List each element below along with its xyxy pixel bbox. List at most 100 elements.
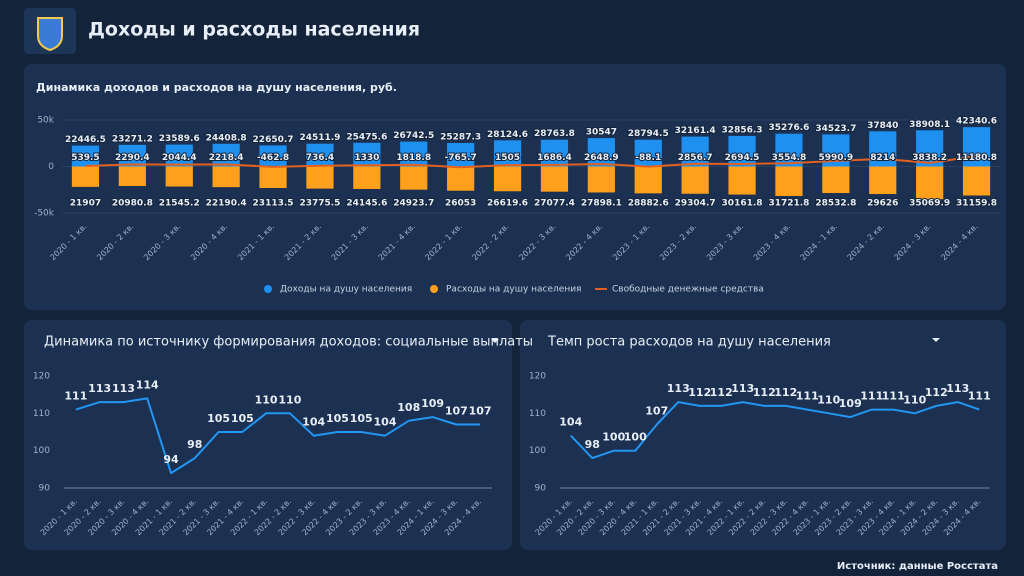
line <box>75 397 481 475</box>
page-title: Доходы и расходы населения <box>88 19 420 41</box>
panel <box>520 320 1006 550</box>
bar <box>634 139 662 167</box>
bar <box>165 144 193 167</box>
data-label: 108 <box>397 401 420 414</box>
data-label: 105 <box>326 412 349 425</box>
bar <box>71 166 100 187</box>
data-label: -462.8 <box>257 153 289 163</box>
data-label: 112 <box>925 386 948 399</box>
data-label: 22446.5 <box>65 135 106 145</box>
legend-swatch <box>430 285 438 293</box>
data-label: 23589.6 <box>159 134 200 144</box>
chart-title: Динамика по источнику формирования доход… <box>44 335 533 350</box>
dropdown[interactable] <box>932 338 940 342</box>
data-label: 28763.8 <box>534 129 575 139</box>
data-label: 38908.1 <box>909 120 950 130</box>
data-label: 29304.7 <box>675 199 716 209</box>
data-label: 26053 <box>445 199 476 209</box>
data-label: 32856.3 <box>722 125 763 135</box>
data-label: 24923.7 <box>393 199 434 209</box>
data-label: 112 <box>774 386 797 399</box>
data-label: 24145.6 <box>346 199 387 209</box>
bar <box>540 166 569 192</box>
data-label: 35276.6 <box>768 123 809 133</box>
bar <box>353 142 381 167</box>
data-label: 28124.6 <box>487 130 528 140</box>
y-tick-label: 110 <box>529 409 546 419</box>
data-label: 110 <box>903 393 926 406</box>
data-label: 111 <box>796 390 819 403</box>
bar <box>681 136 709 167</box>
data-label: 35069.9 <box>909 199 950 209</box>
bar <box>306 166 334 189</box>
legend-label: Свободные денежные средства <box>612 285 764 295</box>
data-label: 34523.7 <box>815 124 856 134</box>
bar <box>118 166 146 187</box>
data-label: 2290.4 <box>115 153 150 163</box>
dropdown[interactable] <box>491 339 499 343</box>
emblem <box>37 17 63 52</box>
y-tick-label: 110 <box>33 409 50 419</box>
data-label: 94 <box>163 453 179 466</box>
data-label: 111 <box>968 390 991 403</box>
bar <box>259 166 287 188</box>
data-label: 1505 <box>495 153 520 163</box>
data-label: 3554.8 <box>772 153 807 163</box>
data-label: 113 <box>946 382 969 395</box>
bar <box>447 166 475 191</box>
data-label: 24408.8 <box>206 133 247 143</box>
data-label: 27077.4 <box>534 199 575 209</box>
bar <box>728 135 756 167</box>
bar <box>540 139 569 167</box>
y-tick-label: 120 <box>33 372 50 382</box>
bar <box>493 140 522 167</box>
data-label: -88.1 <box>635 153 661 163</box>
data-label: 100 <box>624 431 647 444</box>
data-label: 112 <box>753 386 776 399</box>
data-label: 105 <box>231 412 254 425</box>
bar <box>400 166 428 190</box>
y-tick-label: 100 <box>33 446 50 456</box>
data-label: 98 <box>585 438 600 451</box>
y-tick-label: 120 <box>529 372 546 382</box>
bar <box>447 142 475 167</box>
bar <box>118 144 146 167</box>
data-label: 22650.7 <box>253 135 294 145</box>
data-label: 105 <box>207 412 230 425</box>
data-label: 736.4 <box>306 153 334 163</box>
data-label: 2856.7 <box>678 153 713 163</box>
data-label: 113 <box>88 382 111 395</box>
bar <box>634 166 662 194</box>
bar <box>306 143 334 167</box>
data-label: 1330 <box>354 153 379 163</box>
data-label: 31721.8 <box>768 199 809 209</box>
y-tick-label: 90 <box>39 484 51 494</box>
bar <box>869 166 897 195</box>
y-tick-label: -50k <box>34 209 55 219</box>
data-label: 11180.8 <box>956 153 997 163</box>
data-label: 105 <box>350 412 373 425</box>
data-label: 2694.5 <box>725 153 760 163</box>
data-label: 22190.4 <box>206 199 247 209</box>
data-label: 113 <box>112 382 135 395</box>
data-label: 23271.2 <box>112 134 153 144</box>
bar <box>775 133 803 167</box>
data-label: 42340.6 <box>956 117 997 127</box>
bar <box>775 166 803 197</box>
y-tick-label: 90 <box>535 484 547 494</box>
data-label: 37840 <box>867 121 898 131</box>
bar <box>259 145 287 167</box>
data-label: 23775.5 <box>299 199 340 209</box>
data-label: 2218.4 <box>209 153 244 163</box>
data-label: 111 <box>860 390 883 403</box>
data-label: 28532.8 <box>815 199 856 209</box>
data-label: 112 <box>688 386 711 399</box>
data-label: 20980.8 <box>112 199 153 209</box>
bar <box>493 166 522 192</box>
data-label: 2648.9 <box>584 153 619 163</box>
legend-label: Доходы на душу населения <box>280 285 412 295</box>
bar <box>165 166 193 187</box>
data-label: -765.7 <box>445 153 477 163</box>
data-label: 113 <box>667 382 690 395</box>
